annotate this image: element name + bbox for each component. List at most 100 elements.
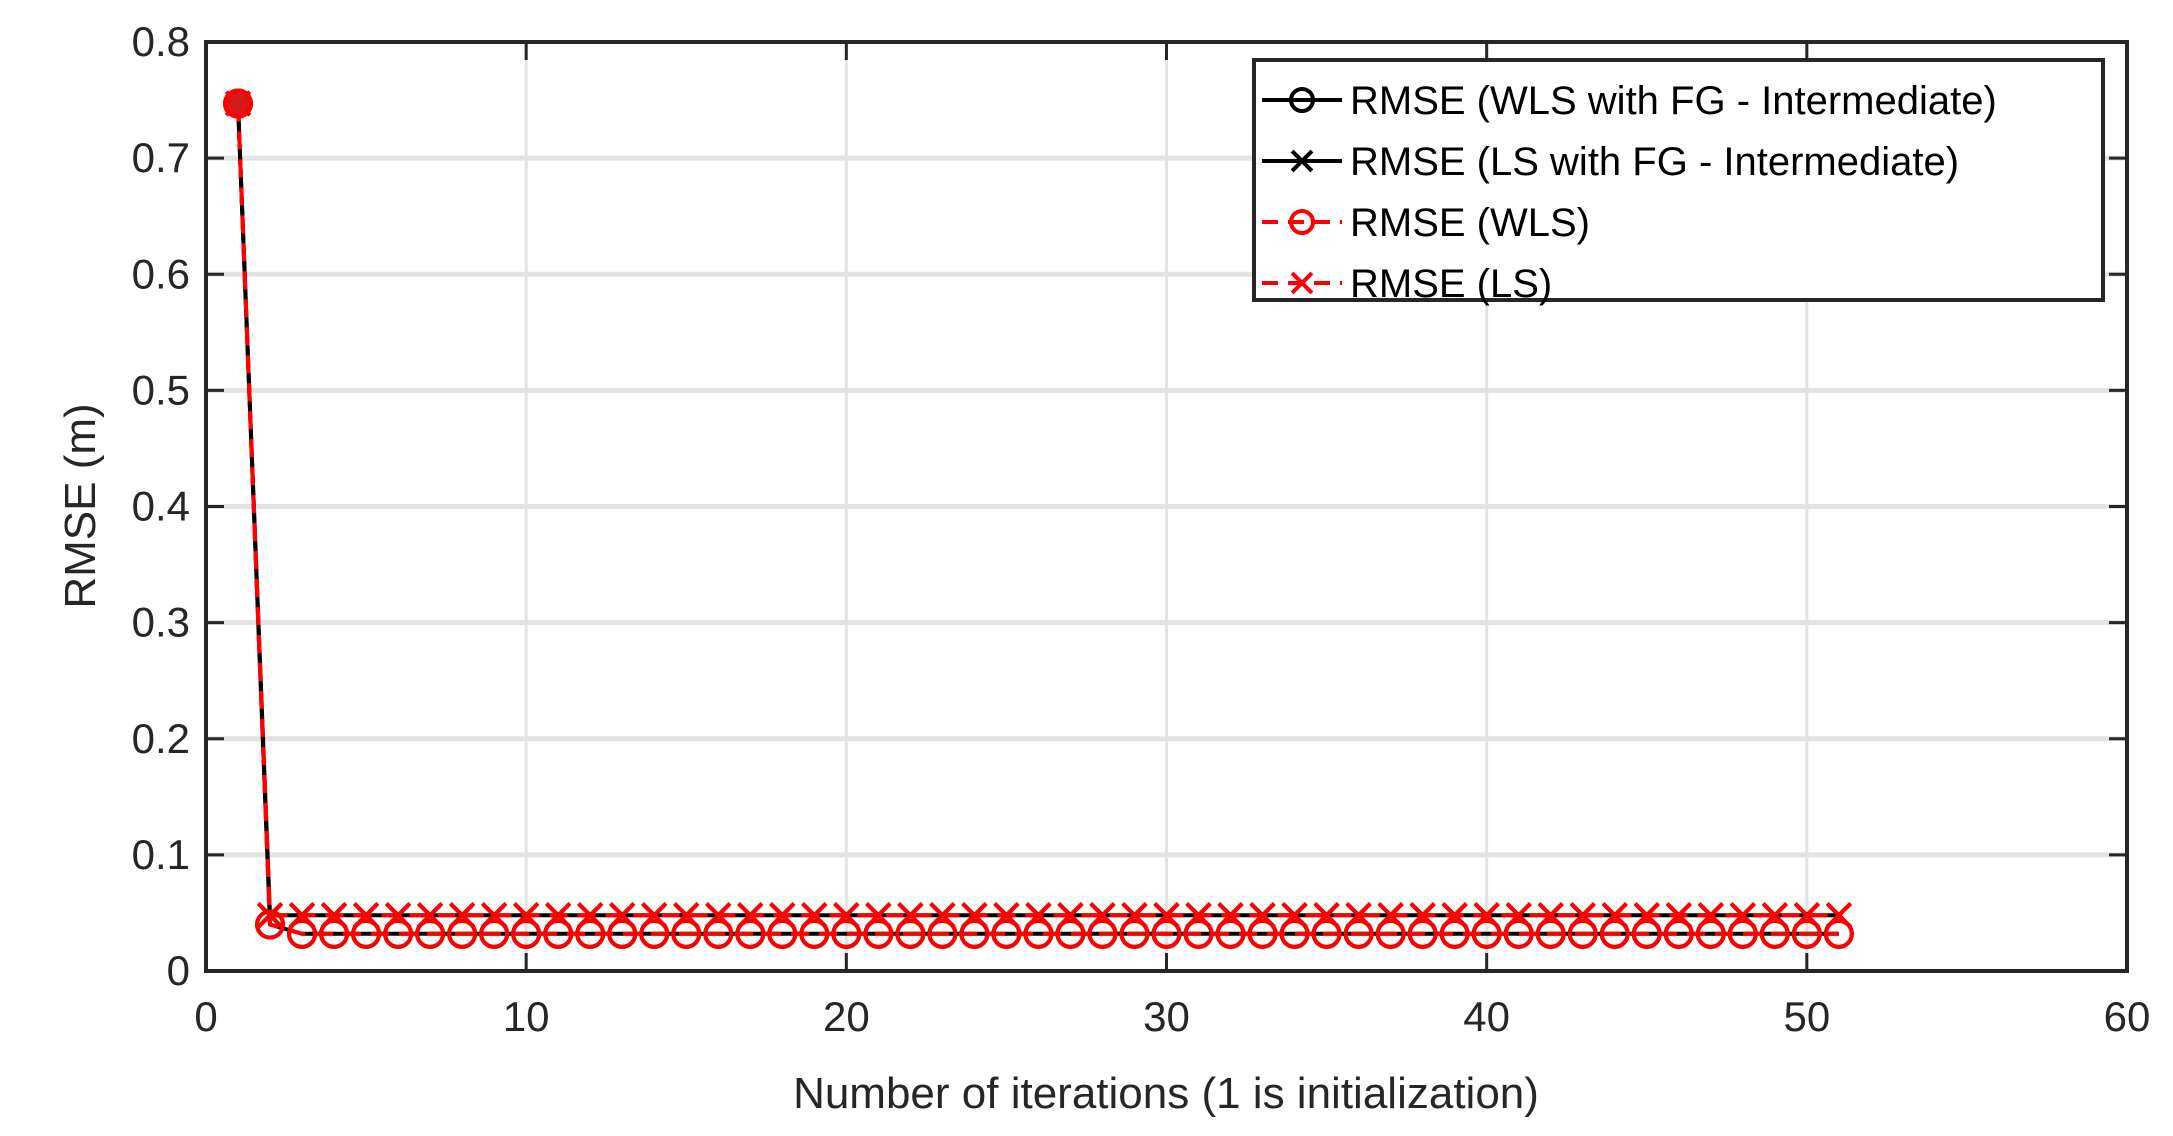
y-tick-label: 0 — [167, 947, 190, 994]
circle-marker-icon — [1631, 918, 1662, 949]
x-marker-icon — [1441, 902, 1468, 929]
x-marker-icon — [1729, 902, 1756, 929]
legend-label: RMSE (LS) — [1350, 262, 1552, 306]
x-marker-icon — [1025, 902, 1052, 929]
circle-marker-icon — [671, 918, 702, 949]
x-marker-icon — [1793, 902, 1820, 929]
y-tick-label: 0.2 — [132, 715, 190, 762]
circle-marker-icon — [639, 918, 670, 949]
legend: RMSE (WLS with FG - Intermediate) RMSE (L… — [1252, 58, 2105, 306]
circle-marker-icon — [1407, 918, 1438, 949]
x-marker-icon — [1281, 902, 1308, 929]
series-line — [236, 103, 1839, 936]
x-tick-label: 30 — [1143, 993, 1190, 1040]
x-marker-icon — [417, 902, 444, 929]
series-layer — [223, 88, 1854, 949]
circle-marker-icon — [511, 918, 542, 949]
x-marker-icon — [1473, 902, 1500, 929]
x-marker-icon — [1665, 902, 1692, 929]
circle-marker-icon — [1023, 918, 1054, 949]
circle-marker-icon — [255, 909, 286, 940]
x-marker-icon — [1569, 902, 1596, 929]
x-marker-icon — [1409, 902, 1436, 929]
axis-ticks — [204, 40, 2129, 973]
x-marker-icon — [1290, 149, 1314, 173]
x-marker-icon — [929, 902, 956, 929]
x-marker-icon — [961, 902, 988, 929]
circle-marker-icon — [575, 918, 606, 949]
x-marker-icon — [1377, 902, 1404, 929]
circle-marker-icon — [479, 918, 510, 949]
x-marker-icon — [1249, 902, 1276, 929]
x-marker-icon — [1290, 271, 1314, 295]
y-tick-label: 0.4 — [132, 483, 190, 530]
circle-marker-icon — [863, 918, 894, 949]
circle-marker-icon — [959, 918, 990, 949]
x-marker-icon — [897, 902, 924, 929]
circle-marker-icon — [927, 918, 958, 949]
x-marker-icon — [1217, 902, 1244, 929]
circle-marker-icon — [1695, 918, 1726, 949]
circle-marker-icon — [383, 918, 414, 949]
circle-marker-icon — [1055, 918, 1086, 949]
x-marker-icon — [1089, 902, 1116, 929]
legend-label: RMSE (WLS with FG - Intermediate) — [1350, 79, 1997, 123]
circle-marker-icon — [1343, 918, 1374, 949]
x-tick-label: 0 — [194, 993, 217, 1040]
circle-marker-icon — [1119, 918, 1150, 949]
legend-item: RMSE (WLS) — [1262, 201, 1590, 245]
x-marker-icon — [1121, 902, 1148, 929]
x-marker-icon — [865, 902, 892, 929]
x-marker-icon — [288, 902, 316, 929]
circle-marker-icon — [1289, 209, 1315, 235]
x-marker-icon — [384, 902, 412, 929]
circle-marker-icon — [1727, 918, 1758, 949]
x-marker-icon — [1633, 902, 1660, 929]
x-axis-title: Number of iterations (1 is initializatio… — [793, 1069, 1539, 1118]
x-marker-icon — [449, 902, 476, 929]
circle-marker-icon — [447, 918, 478, 949]
circle-marker-icon — [1567, 918, 1598, 949]
circle-marker-icon — [1375, 918, 1406, 949]
circle-marker-icon — [831, 918, 862, 949]
circle-marker-icon — [1791, 918, 1822, 949]
x-marker-icon — [1761, 902, 1788, 929]
circle-marker-icon — [895, 918, 926, 949]
y-tick-labels: 0 0.1 0.2 0.3 0.4 0.5 0.6 0.7 0.8 — [132, 18, 190, 994]
circle-marker-icon — [287, 918, 318, 949]
x-marker-icon — [833, 902, 860, 929]
x-marker-icon — [1185, 902, 1212, 929]
circle-marker-icon — [1503, 918, 1534, 949]
circle-marker-icon — [767, 918, 798, 949]
legend-item: RMSE (WLS with FG - Intermediate) — [1262, 79, 1997, 123]
legend-item: RMSE (LS) — [1262, 262, 1552, 306]
x-tick-labels: 0 10 20 30 40 50 60 — [194, 993, 2150, 1040]
y-tick-label: 0.3 — [132, 599, 190, 646]
x-tick-label: 20 — [823, 993, 870, 1040]
circle-marker-icon — [543, 918, 574, 949]
circle-marker-icon — [1471, 918, 1502, 949]
series-rmse-wls- — [223, 88, 1854, 949]
x-marker-icon — [673, 902, 700, 929]
y-tick-label: 0.6 — [132, 250, 190, 297]
y-tick-label: 0.1 — [132, 831, 190, 878]
legend-item: RMSE (LS with FG - Intermediate) — [1262, 140, 1959, 184]
x-marker-icon — [1345, 902, 1372, 929]
x-marker-icon — [1825, 902, 1852, 929]
circle-marker-icon — [1439, 918, 1470, 949]
circle-marker-icon — [1279, 918, 1310, 949]
circle-marker-icon — [1289, 87, 1315, 113]
x-tick-label: 10 — [503, 993, 550, 1040]
circle-marker-icon — [1311, 918, 1342, 949]
x-marker-icon — [545, 902, 572, 929]
x-marker-icon — [256, 902, 284, 929]
x-tick-label: 60 — [2104, 993, 2151, 1040]
circle-marker-icon — [1759, 918, 1790, 949]
x-marker-icon — [769, 902, 796, 929]
circle-marker-icon — [319, 918, 350, 949]
x-marker-icon — [1601, 902, 1628, 929]
circle-marker-icon — [607, 918, 638, 949]
x-marker-icon — [705, 902, 732, 929]
legend-label: RMSE (LS with FG - Intermediate) — [1350, 140, 1959, 184]
circle-marker-icon — [1215, 918, 1246, 949]
